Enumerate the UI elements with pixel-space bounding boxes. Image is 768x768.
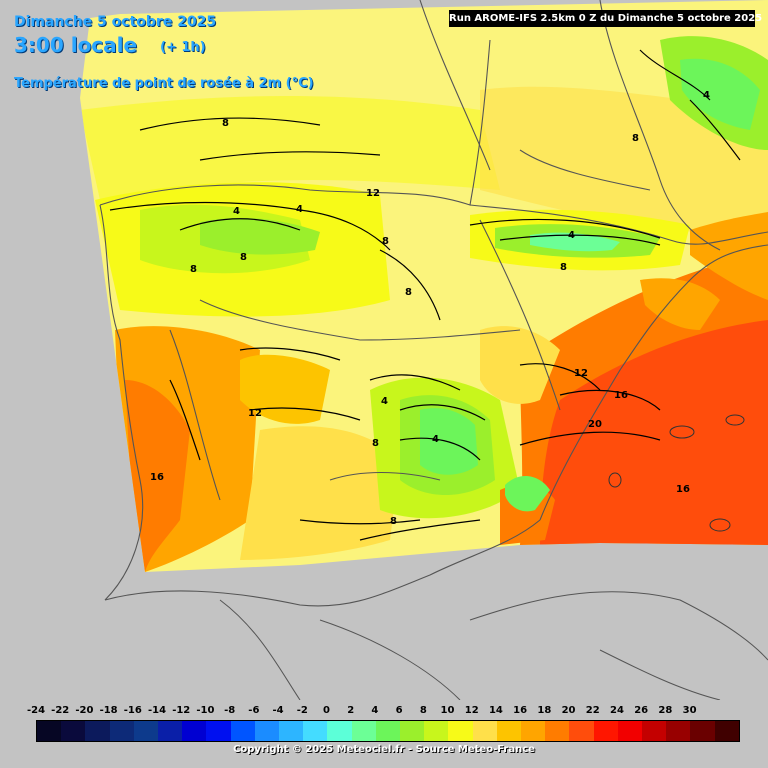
legend-tick-label: 28 <box>658 705 673 716</box>
legend-swatch <box>327 721 352 741</box>
legend-tick-label: 2 <box>347 705 355 716</box>
legend-swatch <box>133 721 159 741</box>
legend-tick-label: 8 <box>419 705 427 716</box>
legend-swatch <box>569 721 594 741</box>
contour-label: 16 <box>150 472 164 483</box>
legend-tick-label: -4 <box>272 705 284 716</box>
contour-label: 16 <box>676 484 690 495</box>
contour-label: 8 <box>190 264 197 275</box>
legend-tick-label: -24 <box>26 705 46 716</box>
legend-tick-label: -10 <box>196 705 215 716</box>
legend-tick-label: -12 <box>172 705 191 716</box>
legend-swatch <box>448 721 473 741</box>
contour-label: 12 <box>574 368 588 379</box>
legend-swatch <box>158 721 183 741</box>
legend-swatch <box>351 721 376 741</box>
legend-swatch <box>182 721 207 741</box>
legend-swatch <box>617 721 643 741</box>
contour-label: 12 <box>366 188 380 199</box>
legend-swatch <box>472 721 497 741</box>
legend-swatch <box>375 721 401 741</box>
contour-label: 8 <box>372 438 379 449</box>
legend-tick-label: 22 <box>585 705 600 716</box>
legend-ticks: -24 -22 -20 -18 -16 -14 -12 -10 -8 -6 -4 -2 0 2 4 6 8 10 1… <box>0 705 768 719</box>
legend-tick-label: -22 <box>51 705 70 716</box>
legend-swatch <box>666 721 691 741</box>
legend-tick-label: 12 <box>464 705 479 716</box>
contour-label: 8 <box>560 262 567 273</box>
contour-label: 16 <box>614 390 628 401</box>
legend-tick-label: 30 <box>682 705 697 716</box>
legend-tick-label: -8 <box>224 705 236 716</box>
forecast-time: 3:00 locale <box>14 33 138 57</box>
legend-swatch <box>521 721 546 741</box>
legend-swatch <box>400 721 425 741</box>
south-coastlines <box>219 591 768 701</box>
legend-swatch <box>496 721 522 741</box>
legend-tick-label: -16 <box>123 705 142 716</box>
legend-swatch <box>303 721 328 741</box>
legend-tick-label: 20 <box>561 705 576 716</box>
contour-label: 4 <box>296 204 303 215</box>
legend-swatch <box>545 721 570 741</box>
forecast-offset: (+ 1h) <box>160 40 206 55</box>
legend-tick-label: 18 <box>537 705 552 716</box>
contour-label: 4 <box>381 396 388 407</box>
legend-swatch <box>37 721 62 741</box>
legend-swatch <box>714 721 739 741</box>
legend-tick-label: -2 <box>296 705 308 716</box>
contour-label: 12 <box>248 408 262 419</box>
contour-label-group: 8 12 4 8 8 4 8 12 16 20 4 8 12 16 8 4 4 … <box>150 90 710 527</box>
legend-tick-label: 14 <box>488 705 503 716</box>
contour-label: 8 <box>632 133 639 144</box>
legend-tick-label: 10 <box>440 705 455 716</box>
contour-label: 8 <box>390 516 397 527</box>
legend-swatch <box>424 721 449 741</box>
contour-label: 8 <box>222 118 229 129</box>
contour-label: 4 <box>432 434 439 445</box>
legend-swatch <box>690 721 715 741</box>
legend-swatch <box>593 721 618 741</box>
legend-swatch <box>254 721 280 741</box>
legend-tick-label: 16 <box>513 705 528 716</box>
legend-tick-label: 26 <box>634 705 649 716</box>
legend-tick-label: 0 <box>322 705 330 716</box>
legend-tick-label: -20 <box>75 705 94 716</box>
legend-tick-label: 6 <box>395 705 403 716</box>
contour-label: 8 <box>405 287 412 298</box>
color-legend: -24 -22 -20 -18 -16 -14 -12 -10 -8 -6 -4 -2 0 2 4 6 8 10 1… <box>0 700 768 768</box>
run-info: Run AROME-IFS 2.5km 0 Z du Dimanche 5 oc… <box>449 10 762 27</box>
legend-swatch <box>642 721 667 741</box>
contour-label: 20 <box>588 419 602 430</box>
legend-swatch <box>206 721 231 741</box>
legend-swatch <box>85 721 110 741</box>
legend-tick-label: 4 <box>371 705 379 716</box>
copyright: Copyright © 2025 Meteociel.fr - Source M… <box>233 744 535 755</box>
variable-title: Température de point de rosée à 2m (°C) <box>14 76 314 91</box>
forecast-date: Dimanche 5 octobre 2025 <box>14 14 217 30</box>
legend-swatch <box>109 721 134 741</box>
islands <box>608 414 745 532</box>
contour-label: 8 <box>382 236 389 247</box>
contour-label: 4 <box>703 90 710 101</box>
legend-tick-label: -6 <box>248 705 260 716</box>
legend-swatch <box>61 721 86 741</box>
contours <box>109 49 741 541</box>
legend-tick-label: -18 <box>99 705 118 716</box>
contour-label: 4 <box>233 206 240 217</box>
legend-swatch <box>279 721 304 741</box>
legend-tick-label: -14 <box>147 705 167 716</box>
legend-colorbar <box>36 720 740 742</box>
contour-label: 4 <box>568 230 575 241</box>
contour-label: 8 <box>240 252 247 263</box>
legend-swatch <box>230 721 255 741</box>
legend-tick-label: 24 <box>609 705 624 716</box>
coastlines <box>99 0 768 607</box>
